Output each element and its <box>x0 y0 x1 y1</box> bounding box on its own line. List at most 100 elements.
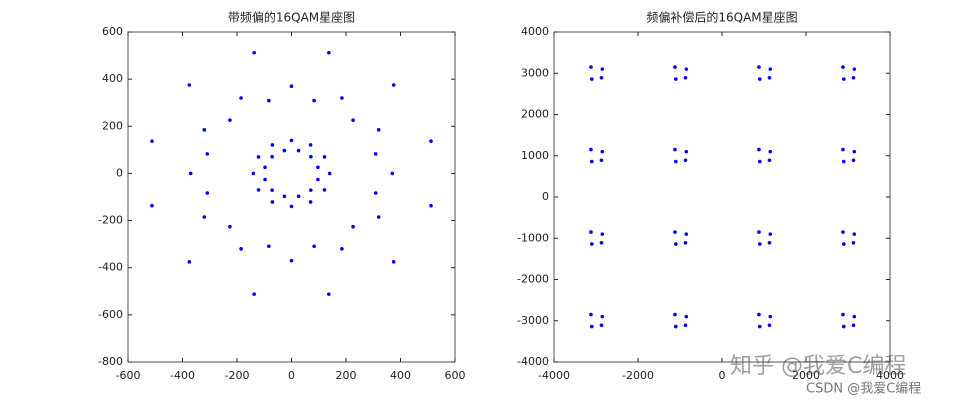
point <box>296 148 301 153</box>
point <box>674 324 678 329</box>
chart-title: 频偏补偿后的16QAM星座图 <box>646 10 797 25</box>
point <box>841 312 845 317</box>
point <box>289 138 294 143</box>
point <box>312 98 316 103</box>
point <box>256 155 261 159</box>
point <box>373 152 378 156</box>
point <box>296 194 301 199</box>
point <box>316 177 320 182</box>
point <box>373 191 378 195</box>
point <box>684 67 689 71</box>
point <box>851 158 856 163</box>
point <box>590 159 594 164</box>
point <box>589 312 593 317</box>
point <box>263 177 267 182</box>
point <box>684 232 689 236</box>
point <box>327 292 331 296</box>
point <box>673 65 677 69</box>
point <box>758 324 762 329</box>
point <box>674 242 678 246</box>
point <box>282 148 287 153</box>
y-tick-label: -1000 <box>517 231 549 244</box>
y-tick-label: -3000 <box>517 314 549 327</box>
x-tick-label: 600 <box>445 369 466 382</box>
x-tick-label: 4000 <box>876 369 904 382</box>
point <box>282 194 287 199</box>
point <box>589 230 593 234</box>
x-tick-label: 400 <box>390 369 411 382</box>
point <box>429 203 433 208</box>
point <box>252 292 256 296</box>
point <box>289 84 294 89</box>
point <box>768 232 773 236</box>
point <box>852 232 857 236</box>
point <box>589 147 593 152</box>
point <box>289 204 294 209</box>
point <box>767 240 772 245</box>
point <box>757 312 761 317</box>
point <box>256 188 261 192</box>
y-tick-label: -400 <box>98 261 123 274</box>
point <box>684 314 689 319</box>
y-tick-label: -800 <box>98 355 123 368</box>
point <box>757 230 761 234</box>
point <box>683 158 688 163</box>
point <box>841 230 845 234</box>
point <box>251 171 256 176</box>
point <box>758 77 762 81</box>
point <box>851 75 856 80</box>
point <box>758 242 762 246</box>
axes: 频偏补偿后的16QAM星座图 -4000 -2000 0 2000 4000 -4000 -3… <box>517 10 904 383</box>
point <box>683 75 688 80</box>
point <box>841 147 845 152</box>
point <box>589 65 593 69</box>
point <box>768 314 773 319</box>
point <box>188 171 193 176</box>
point <box>391 260 396 264</box>
chart-title: 带频偏的16QAM星座图 <box>228 10 355 25</box>
point <box>228 118 232 122</box>
point <box>852 67 857 71</box>
point <box>590 324 594 329</box>
point <box>187 260 192 264</box>
point <box>376 215 381 219</box>
point <box>150 139 154 143</box>
axes: 带频偏的16QAM星座图-600 -400 -200 0 200 400 600-800-6… <box>98 10 465 383</box>
point <box>683 323 688 328</box>
y-tick-label: 0 <box>116 166 123 179</box>
point <box>767 158 772 163</box>
x-tick-label: -200 <box>225 369 250 382</box>
point <box>767 323 772 328</box>
point <box>590 77 594 81</box>
point <box>768 67 773 71</box>
point <box>852 149 857 154</box>
point <box>391 83 396 87</box>
y-tick-label: 0 <box>542 190 549 203</box>
point <box>757 147 761 152</box>
point <box>228 224 232 229</box>
point <box>351 118 355 122</box>
point <box>758 159 762 164</box>
point <box>600 67 605 71</box>
plot-area <box>553 31 891 363</box>
point <box>429 139 433 143</box>
point <box>842 324 846 329</box>
y-tick-label: 600 <box>102 25 123 38</box>
point <box>270 200 275 204</box>
point <box>684 149 689 154</box>
point <box>599 240 604 245</box>
point <box>270 188 274 192</box>
x-tick-label: -600 <box>116 369 141 382</box>
point <box>327 171 332 176</box>
point <box>842 159 846 164</box>
x-tick-label: 200 <box>336 369 357 382</box>
point <box>205 152 210 156</box>
point <box>267 98 271 103</box>
y-tick-label: -4000 <box>517 355 549 368</box>
y-tick-label: -600 <box>98 308 123 321</box>
point <box>312 244 316 249</box>
point <box>600 232 605 236</box>
plot-area <box>127 31 456 363</box>
y-tick-label: 1000 <box>521 149 549 162</box>
